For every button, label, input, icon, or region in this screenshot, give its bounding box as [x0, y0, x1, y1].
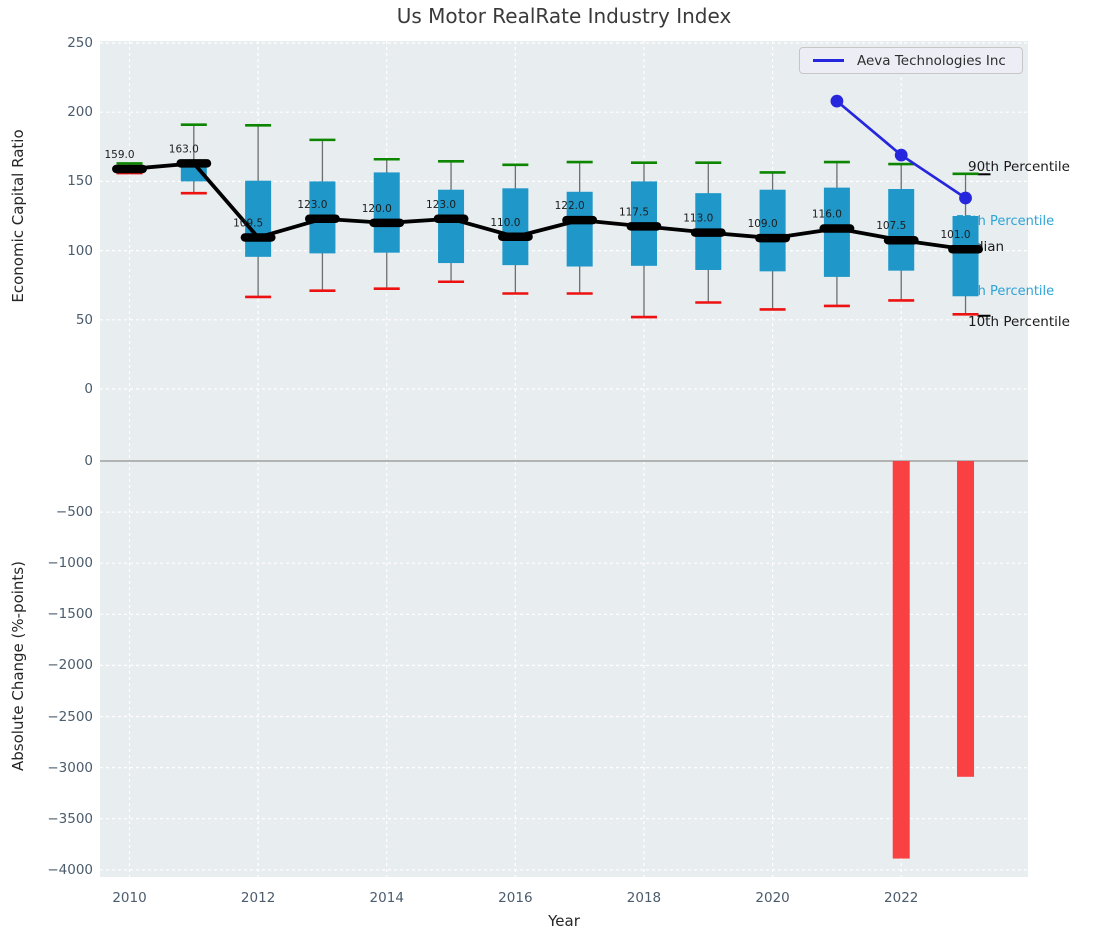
annotation-90th-percentile: 90th Percentile	[968, 159, 1070, 175]
box-2011	[180, 163, 207, 182]
box-2018	[630, 181, 657, 266]
chart-title: Us Motor RealRate Industry Index	[396, 4, 732, 28]
bottom-ytick--2000: −2000	[47, 657, 93, 674]
bottom-ytick--1500: −1500	[47, 606, 93, 623]
median-value-label-2010: 159.0	[104, 149, 134, 161]
top-ytick-100: 100	[67, 242, 93, 259]
bottom-ytick-0: 0	[84, 453, 93, 469]
top-ytick-250: 250	[67, 35, 93, 51]
xtick-2014: 2014	[369, 890, 404, 906]
box-2012	[245, 180, 272, 257]
xtick-2010: 2010	[112, 890, 147, 906]
box-2014	[373, 172, 400, 253]
median-value-label-2014: 120.0	[362, 203, 392, 215]
legend-label: Aeva Technologies Inc	[857, 52, 1006, 69]
box-2022	[888, 189, 915, 271]
legend: Aeva Technologies Inc	[799, 47, 1023, 74]
top-y-axis-label: Economic Capital Ratio	[9, 129, 27, 303]
bottom-ytick--1000: −1000	[47, 555, 93, 572]
median-value-label-2017: 122.0	[555, 200, 585, 212]
median-value-label-2019: 113.0	[683, 213, 713, 225]
box-2010	[116, 166, 143, 172]
box-2016	[502, 188, 529, 266]
bottom-ytick--3500: −3500	[47, 810, 93, 827]
median-line	[129, 161, 966, 252]
box-2015	[438, 189, 465, 264]
xtick-2016: 2016	[498, 890, 533, 906]
box-2013	[309, 181, 336, 254]
annotation-median: Median	[955, 239, 1005, 255]
plot-background	[100, 41, 1028, 877]
bottom-ytick--2500: −2500	[47, 708, 93, 725]
aeva-marker-2022	[894, 148, 908, 162]
change-bar-2022	[892, 461, 910, 859]
annotation-75th-percentile: 75th Percentile	[956, 214, 1055, 229]
top-ytick-200: 200	[67, 104, 93, 121]
change-bar-2023	[957, 461, 975, 777]
median-value-label-2011: 163.0	[169, 143, 199, 155]
xtick-2022: 2022	[884, 890, 919, 906]
top-ytick-50: 50	[75, 311, 93, 328]
median-value-label-2022: 107.5	[876, 220, 906, 232]
aeva-marker-2021	[830, 94, 844, 108]
box-2020	[759, 189, 786, 272]
box-2017	[566, 191, 593, 267]
top-ytick-0: 0	[84, 381, 93, 397]
median-value-label-2018: 117.5	[619, 206, 649, 218]
aeva-line	[836, 100, 967, 200]
annotation-10th-percentile: 10th Percentile	[968, 314, 1070, 330]
bottom-y-axis-label: Absolute Change (%-points)	[9, 561, 27, 771]
legend-line-sample	[813, 59, 844, 62]
median-value-label-2016: 110.0	[490, 217, 520, 229]
bottom-ytick--3000: −3000	[47, 759, 93, 776]
top-ytick-150: 150	[67, 173, 93, 190]
xtick-2012: 2012	[240, 890, 276, 906]
xtick-2020: 2020	[755, 890, 790, 906]
median-value-label-2020: 109.0	[748, 218, 778, 230]
bottom-ytick--4000: −4000	[47, 861, 93, 878]
box-2021	[823, 187, 850, 277]
median-value-label-2013: 123.0	[297, 199, 327, 211]
x-axis-label: Year	[548, 912, 580, 930]
median-value-label-2015: 123.0	[426, 199, 456, 211]
box-2019	[695, 193, 722, 270]
median-value-label-2012: 109.5	[233, 217, 263, 229]
xtick-2018: 2018	[626, 890, 662, 906]
bottom-ytick--500: −500	[55, 504, 93, 521]
annotation-25th-percentile: 25th Percentile	[956, 284, 1055, 299]
aeva-marker-2023	[959, 191, 972, 205]
median-value-label-2021: 116.0	[812, 208, 842, 220]
